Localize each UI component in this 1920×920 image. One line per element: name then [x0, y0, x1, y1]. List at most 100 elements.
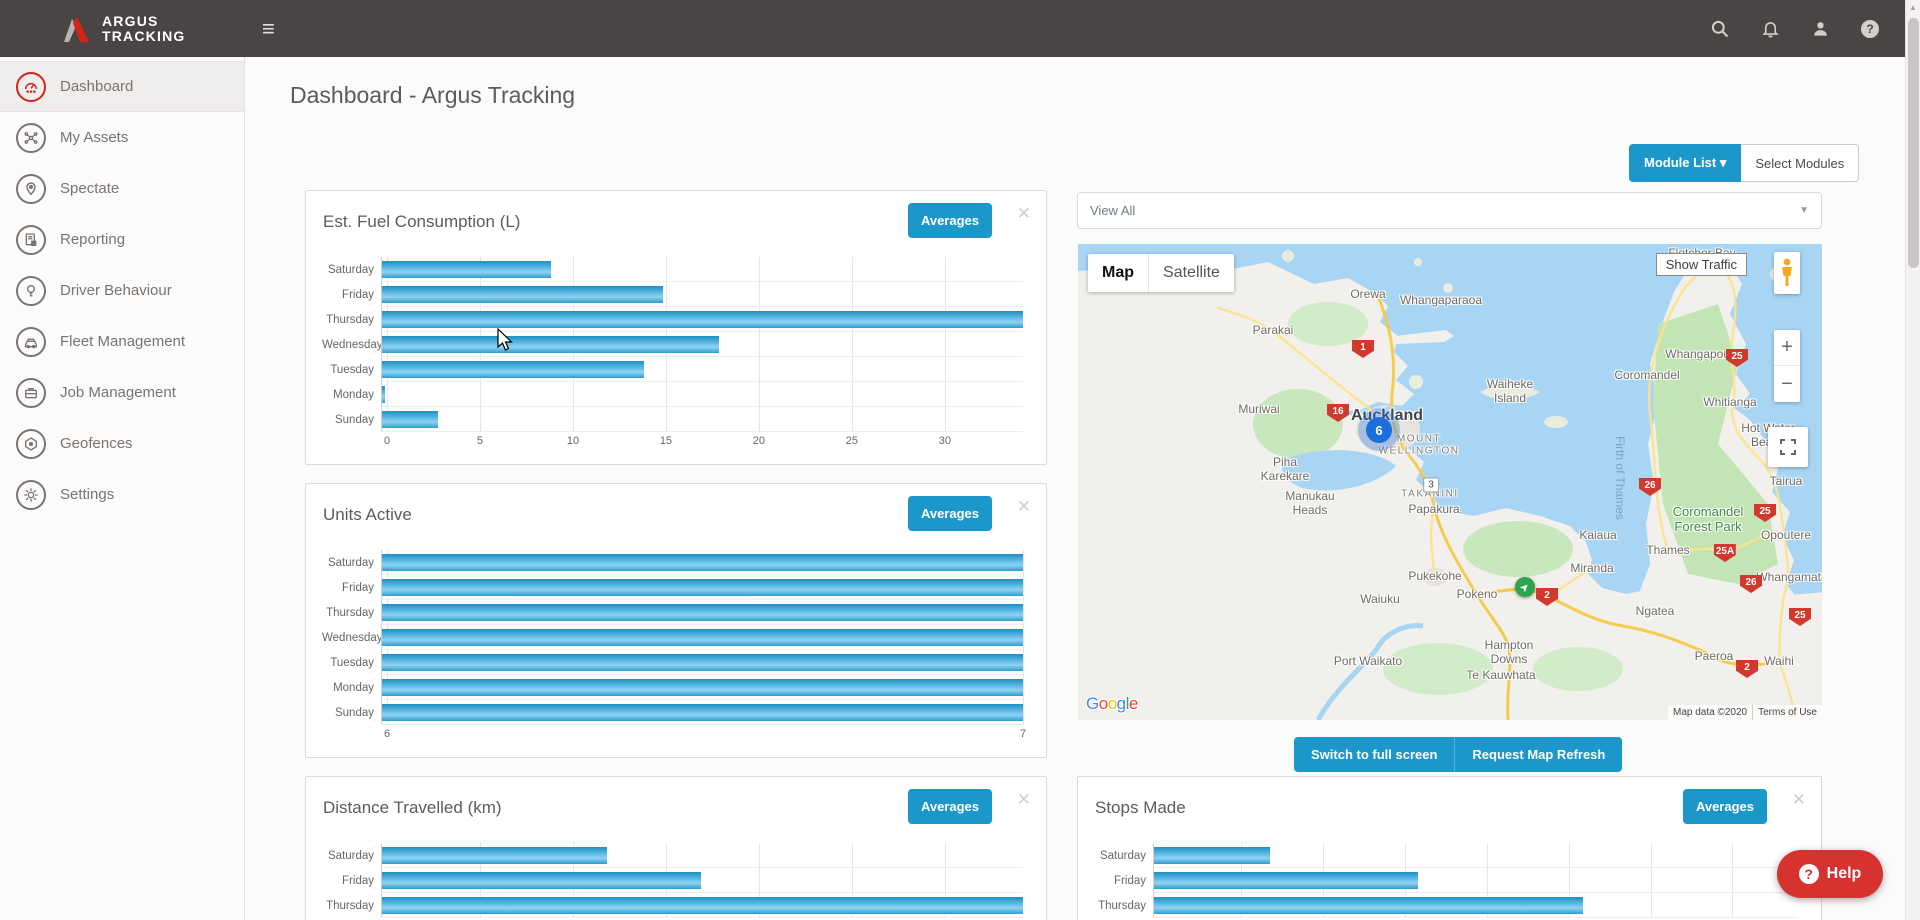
show-traffic-button[interactable]: Show Traffic: [1656, 253, 1747, 276]
module-list-label: Module List: [1644, 155, 1716, 170]
zoom-out-button[interactable]: −: [1774, 366, 1800, 402]
gridline: [1023, 550, 1024, 725]
sidebar-item-dashboard[interactable]: Dashboard: [0, 61, 244, 112]
map-type-satellite-button[interactable]: Satellite: [1148, 254, 1234, 292]
help-icon[interactable]: ?: [1860, 19, 1880, 39]
chart-row: Tuesday: [322, 650, 1023, 675]
request-map-refresh-button[interactable]: Request Map Refresh: [1455, 737, 1622, 772]
fullscreen-icon[interactable]: [1768, 427, 1808, 467]
view-all-select[interactable]: View All ▼: [1077, 192, 1822, 229]
page-scrollbar[interactable]: ▲: [1905, 0, 1920, 920]
bar[interactable]: [382, 872, 701, 889]
map-data-text: Map data ©2020: [1668, 705, 1752, 720]
sidebar-item-fleet-management[interactable]: Fleet Management: [0, 316, 244, 367]
select-modules-button[interactable]: Select Modules: [1741, 144, 1859, 182]
bar[interactable]: [382, 897, 1023, 914]
averages-button[interactable]: Averages: [1683, 789, 1767, 824]
sidebar-item-reporting[interactable]: Reporting: [0, 214, 244, 265]
category-label: Sunday: [322, 414, 381, 426]
bar[interactable]: [382, 579, 1023, 596]
close-icon[interactable]: ✕: [1792, 790, 1806, 810]
bar[interactable]: [1154, 847, 1270, 864]
switch-fullscreen-button[interactable]: Switch to full screen: [1294, 737, 1455, 772]
brand-logo[interactable]: ARGUS TRACKING: [60, 14, 185, 44]
bar[interactable]: [382, 336, 719, 353]
chart-row: Thursday: [1094, 893, 1798, 918]
scrollbar-up-arrow[interactable]: ▲: [1906, 3, 1920, 12]
pegman-streetview-icon[interactable]: [1774, 252, 1800, 294]
averages-button[interactable]: Averages: [908, 789, 992, 824]
bar[interactable]: [382, 411, 438, 428]
sidebar-item-label: Fleet Management: [60, 333, 185, 350]
chart-row: Saturday: [322, 550, 1023, 575]
help-label: Help: [1827, 865, 1862, 883]
bar-track: [381, 307, 1023, 332]
bar[interactable]: [382, 554, 1023, 571]
route-box-marker[interactable]: 3: [1423, 478, 1439, 493]
axis-tick-label: 15: [660, 435, 672, 447]
chart-title: Units Active: [323, 505, 412, 525]
chart-title: Stops Made: [1095, 798, 1186, 818]
bar-chart: SaturdayFridayThursday: [1094, 843, 1798, 918]
map-actions: Switch to full screen Request Map Refres…: [1294, 737, 1622, 772]
bar[interactable]: [1154, 872, 1418, 889]
dropdown-arrow-icon: ▼: [1799, 205, 1809, 216]
bar-track: [1153, 843, 1798, 868]
chart-title: Est. Fuel Consumption (L): [323, 212, 520, 232]
bar[interactable]: [382, 629, 1023, 646]
bar[interactable]: [382, 361, 644, 378]
sidebar-item-settings[interactable]: Settings: [0, 469, 244, 520]
bar[interactable]: [382, 311, 1023, 328]
help-button[interactable]: ? Help: [1777, 850, 1883, 898]
chart-row: Friday: [322, 868, 1023, 893]
hamburger-menu-icon[interactable]: ≡: [262, 16, 275, 42]
sidebar-item-driver-behaviour[interactable]: Driver Behaviour: [0, 265, 244, 316]
category-label: Friday: [322, 289, 381, 301]
bar[interactable]: [382, 386, 385, 403]
close-icon[interactable]: ✕: [1017, 790, 1031, 810]
bar[interactable]: [382, 679, 1023, 696]
google-map[interactable]: Fletcher BayOrewaWhangaparaoaParakaiMuri…: [1078, 244, 1822, 720]
sidebar-item-my-assets[interactable]: My Assets: [0, 112, 244, 163]
moving-vehicle-marker[interactable]: ➤: [1515, 577, 1535, 597]
axis-tick-label: 10: [567, 435, 579, 447]
chart-row: Wednesday: [322, 625, 1023, 650]
bar-track: [1153, 868, 1798, 893]
bar[interactable]: [382, 654, 1023, 671]
bar[interactable]: [382, 604, 1023, 621]
bar[interactable]: [382, 286, 663, 303]
vehicle-cluster-marker[interactable]: 6: [1366, 417, 1392, 443]
averages-button[interactable]: Averages: [908, 203, 992, 238]
bar[interactable]: [382, 704, 1023, 721]
sidebar-item-label: Spectate: [60, 180, 119, 197]
sidebar-item-spectate[interactable]: Spectate: [0, 163, 244, 214]
map-type-map-button[interactable]: Map: [1088, 254, 1148, 292]
sidebar-item-geofences[interactable]: Geofences: [0, 418, 244, 469]
chart-row: Saturday: [1094, 843, 1798, 868]
x-axis: 051015202530: [387, 432, 1023, 448]
averages-button[interactable]: Averages: [908, 496, 992, 531]
sidebar-item-label: Settings: [60, 486, 114, 503]
axis-tick-label: 6: [384, 728, 390, 740]
close-icon[interactable]: ✕: [1017, 497, 1031, 517]
google-logo[interactable]: Google: [1086, 694, 1138, 714]
notifications-bell-icon[interactable]: [1760, 19, 1780, 39]
zoom-in-button[interactable]: +: [1774, 330, 1800, 366]
user-profile-icon[interactable]: [1810, 19, 1830, 39]
bar-chart: SaturdayFridayThursday: [322, 843, 1023, 918]
close-icon[interactable]: ✕: [1017, 204, 1031, 224]
bar[interactable]: [382, 847, 607, 864]
terms-of-use-link[interactable]: Terms of Use: [1752, 705, 1822, 720]
module-list-button[interactable]: Module List ▾: [1629, 144, 1741, 182]
driver-behaviour-icon: [16, 276, 46, 306]
scrollbar-thumb[interactable]: [1908, 18, 1919, 268]
bar-track: [381, 675, 1023, 700]
bar[interactable]: [1154, 897, 1583, 914]
search-icon[interactable]: [1710, 19, 1730, 39]
bar[interactable]: [382, 261, 551, 278]
chart-row: Monday: [322, 382, 1023, 407]
bar-chart: SaturdayFridayThursdayWednesdayTuesdayMo…: [322, 550, 1023, 741]
sidebar-item-job-management[interactable]: Job Management: [0, 367, 244, 418]
category-label: Wednesday: [322, 632, 381, 644]
category-label: Sunday: [322, 707, 381, 719]
